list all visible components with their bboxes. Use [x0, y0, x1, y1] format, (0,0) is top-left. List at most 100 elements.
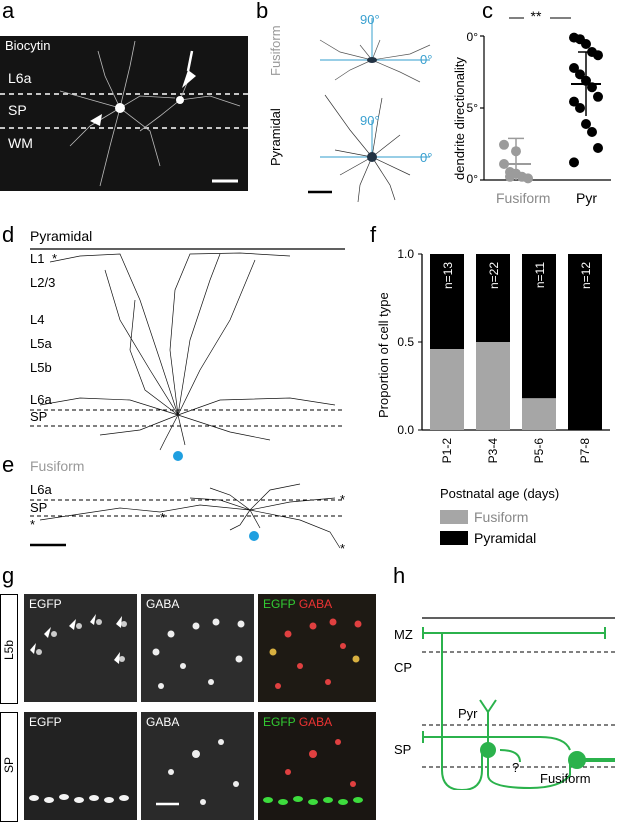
f-xtick-2: P5-6 [532, 438, 546, 464]
label-gaba-sp: GABA [146, 715, 180, 729]
d-layer-l5b: L5b [30, 360, 52, 375]
panel-d-title: Pyramidal [30, 228, 93, 244]
c-ytick-0: 0° [467, 172, 479, 186]
d-asterisk: * [52, 251, 58, 266]
c-point-1-14 [593, 143, 603, 153]
c-xlabel-pyr: Pyr [576, 190, 597, 206]
c-point-1-8 [587, 82, 597, 93]
c-ytick-45: 45° [466, 101, 478, 115]
micrograph-l5b-merge: EGFP GABA [258, 594, 376, 702]
pyr-label: Pyr [458, 706, 478, 721]
question-label: ? [512, 760, 520, 775]
c-point-0-6 [505, 171, 515, 182]
stain-label: Biocytin [5, 38, 51, 53]
c-ytick-90: 90° [466, 30, 478, 44]
c-point-1-7 [581, 75, 591, 86]
legend-swatch-fusiform [440, 510, 468, 524]
f-bar-fusiform-1 [476, 342, 510, 430]
panel-e-letter: e [2, 452, 15, 477]
panel-c-chart: ** 90° 45° 0° [466, 8, 611, 186]
gaba-sp-cells [156, 739, 239, 806]
h-layer-sp: SP [394, 742, 412, 757]
f-bar-pyramidal-0 [430, 254, 464, 350]
merge-label-l5b: EGFP GABA [263, 597, 332, 611]
panel-b-reconstructions [308, 18, 431, 203]
circuit-schematic [422, 617, 615, 790]
significance-label: ** [531, 8, 542, 24]
angle-0-label-bottom: 0° [420, 150, 433, 165]
label-egfp-l5b: EGFP [29, 597, 62, 611]
c-point-1-13 [587, 127, 597, 137]
h-layer-cp: CP [394, 660, 413, 675]
c-point-1-2 [581, 39, 591, 49]
panel-e-title: Fusiform [30, 458, 85, 474]
f-n-label-2: n=11 [533, 262, 547, 288]
angle-90-label-top: 90° [360, 12, 380, 27]
fusiform-label-h: Fusiform [540, 771, 591, 786]
c-point-1-15 [569, 157, 579, 168]
merge-gaba-label-l5b: GABA [298, 597, 333, 611]
legend-swatch-pyramidal [440, 531, 468, 545]
c-point-0-0 [499, 139, 509, 150]
f-bar-pyramidal-2 [522, 254, 556, 399]
c-point-1-5 [569, 63, 579, 73]
legend-label-pyramidal: Pyramidal [474, 530, 537, 546]
f-xtick-0: P1-2 [440, 438, 454, 464]
f-bar-fusiform-0 [430, 349, 464, 430]
merge-label-sp: EGFP GABA [263, 715, 332, 729]
micrograph-sp-egfp: EGFP [24, 712, 137, 820]
c-xlabel-fusiform: Fusiform [496, 190, 551, 206]
f-n-label-1: n=22 [487, 262, 501, 289]
d-layer-l4: L4 [30, 312, 45, 327]
panel-f-xlabel: Postnatal age (days) [440, 486, 560, 501]
e-asterisk-4: * [340, 541, 346, 556]
c-point-1-12 [581, 119, 591, 129]
panel-f-letter: f [370, 222, 377, 247]
egfp-l5b-cells [30, 614, 127, 664]
gaba-l5b-cells [152, 618, 245, 689]
c-point-1-9 [593, 91, 603, 102]
legend-label-fusiform: Fusiform [474, 509, 529, 525]
f-n-label-0: n=13 [441, 262, 455, 289]
e-layer-sp: SP [30, 500, 48, 515]
panel-g-letter: g [2, 563, 15, 588]
panel-d-letter: d [2, 222, 15, 247]
layer-label-wm: WM [8, 135, 33, 151]
label-gaba-l5b: GABA [146, 597, 180, 611]
micrograph-sp-merge: EGFP GABA [258, 712, 376, 820]
merge-egfp-label-l5b: EGFP [263, 597, 296, 611]
c-point-1-10 [569, 96, 579, 107]
panel-c-letter: c [482, 0, 493, 23]
micrograph-l5b-gaba: GABA [141, 594, 254, 702]
f-n-label-3: n=12 [579, 262, 593, 289]
panel-a-micrograph: Biocytin L6a SP WM [0, 36, 248, 191]
c-point-0-4 [523, 173, 533, 184]
d-layer-l6a: L6a [30, 392, 52, 407]
f-ytick-1: 1.0 [397, 247, 414, 261]
micrograph-l5b-egfp: EGFP [24, 594, 137, 702]
row-label-sp: SP [2, 756, 16, 773]
h-layer-mz: MZ [394, 627, 413, 642]
angle-0-label-top: 0° [420, 52, 433, 67]
merge-gaba-label-sp: GABA [298, 715, 333, 729]
e-layer-l6a: L6a [30, 482, 52, 497]
panel-f-ylabel: Proportion of cell type [376, 292, 391, 418]
fusiform-reconstruction [30, 483, 345, 549]
panel-b-letter: b [256, 0, 269, 23]
d-layer-l1: L1 [30, 251, 45, 266]
panel-h-letter: h [393, 563, 406, 588]
pyramidal-reconstruction [30, 248, 345, 461]
label-egfp-sp: EGFP [29, 715, 62, 729]
row-label-box-sp [0, 712, 18, 822]
f-ytick-05: 0.5 [397, 335, 414, 349]
panel-f-chart: n=13 P1-2 n=22 P3-4 n=11 P5-6 n=12 P7-8 1.0 0.5… [397, 247, 610, 464]
merge-sp-cells [263, 739, 363, 805]
d-layer-sp: SP [30, 409, 48, 424]
e-asterisk-3: * [160, 510, 166, 525]
panel-c-ylabel: dendrite directionality [452, 57, 467, 180]
layer-label-l6a: L6a [8, 70, 32, 86]
d-layer-l5a: L5a [30, 336, 52, 351]
row-label-l5b: L5b [2, 639, 16, 660]
angle-90-label-bottom: 90° [360, 113, 380, 128]
row-label-box-l5b [0, 594, 18, 704]
